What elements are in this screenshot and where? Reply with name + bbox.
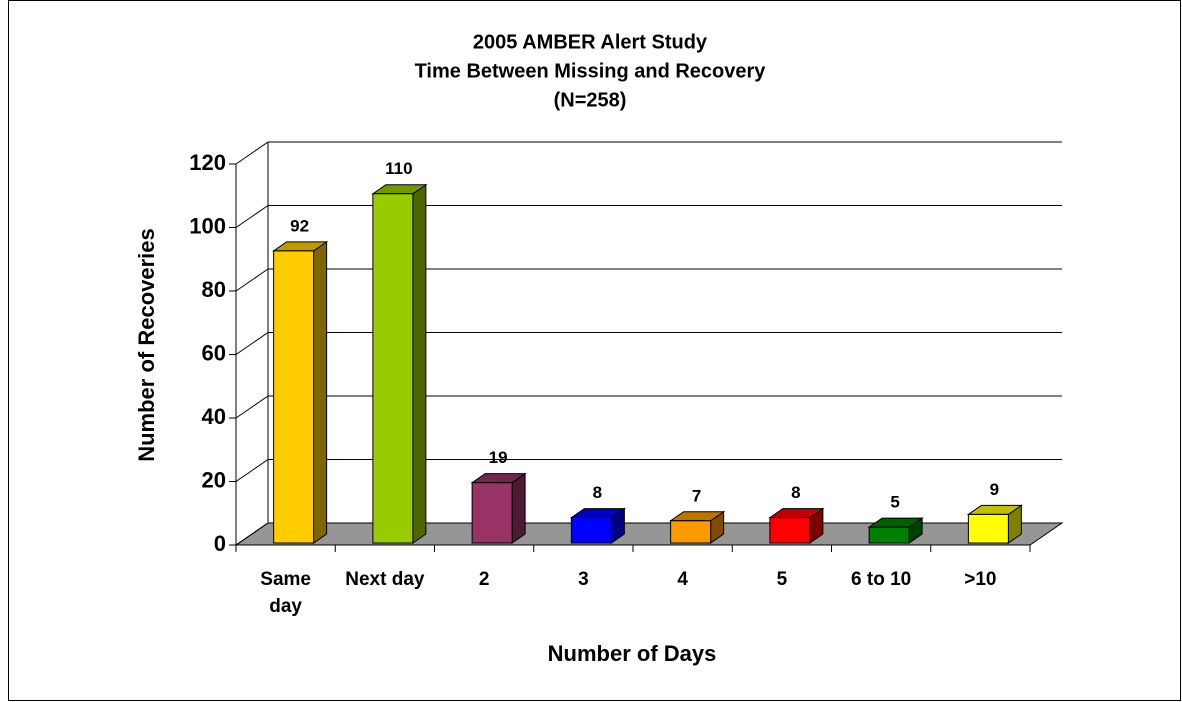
y-tick-label: 0 xyxy=(214,531,226,556)
chart-border xyxy=(8,0,1181,701)
x-tick-label: Same day xyxy=(260,569,311,617)
bar xyxy=(670,520,712,544)
y-tick-label: 40 xyxy=(202,404,226,429)
side-grid-line xyxy=(235,141,269,165)
chart-title: Time Between Missing and Recovery xyxy=(415,60,767,82)
bar-side xyxy=(511,472,526,544)
chart-title: (N=258) xyxy=(554,89,627,111)
data-label: 9 xyxy=(990,480,999,499)
x-tick-label: 5 xyxy=(776,569,788,590)
bar xyxy=(868,526,910,544)
x-tick-label: 2 xyxy=(478,569,490,590)
bar xyxy=(273,250,315,544)
bar xyxy=(471,482,513,544)
y-axis-label: Number of Recoveries xyxy=(134,228,159,462)
y-tick-label: 60 xyxy=(202,340,226,365)
data-label: 8 xyxy=(791,483,800,502)
y-tick-label: 20 xyxy=(202,467,226,492)
bar xyxy=(570,517,612,544)
side-grid-line xyxy=(235,268,269,292)
floor xyxy=(234,522,1064,546)
side-grid-line xyxy=(235,522,269,546)
chart-title: 2005 AMBER Alert Study xyxy=(473,31,708,53)
data-label: 19 xyxy=(489,448,508,467)
x-axis-label: Number of Days xyxy=(548,641,717,666)
side-grid-line xyxy=(235,459,269,482)
bar xyxy=(769,517,811,544)
bar xyxy=(967,513,1009,544)
y-tick-label: 100 xyxy=(189,213,226,238)
bar-side xyxy=(313,240,328,544)
x-tick-label: 3 xyxy=(578,569,589,590)
bar-side xyxy=(412,183,427,544)
y-tick-label: 120 xyxy=(189,150,226,175)
data-label: 110 xyxy=(385,159,412,178)
data-label: 92 xyxy=(290,216,309,235)
y-tick-label: 80 xyxy=(202,277,226,302)
x-tick-label: 4 xyxy=(677,569,688,590)
side-grid-line xyxy=(235,205,269,228)
data-label: 5 xyxy=(890,493,899,512)
x-tick-label: Next day xyxy=(345,569,425,590)
x-tick-label: >10 xyxy=(964,569,997,590)
side-grid-line xyxy=(235,332,269,355)
data-label: 7 xyxy=(692,486,701,505)
data-label: 8 xyxy=(593,483,602,502)
bar xyxy=(372,193,414,544)
side-grid-line xyxy=(235,395,269,419)
x-tick-label: 6 to 10 xyxy=(851,569,912,590)
